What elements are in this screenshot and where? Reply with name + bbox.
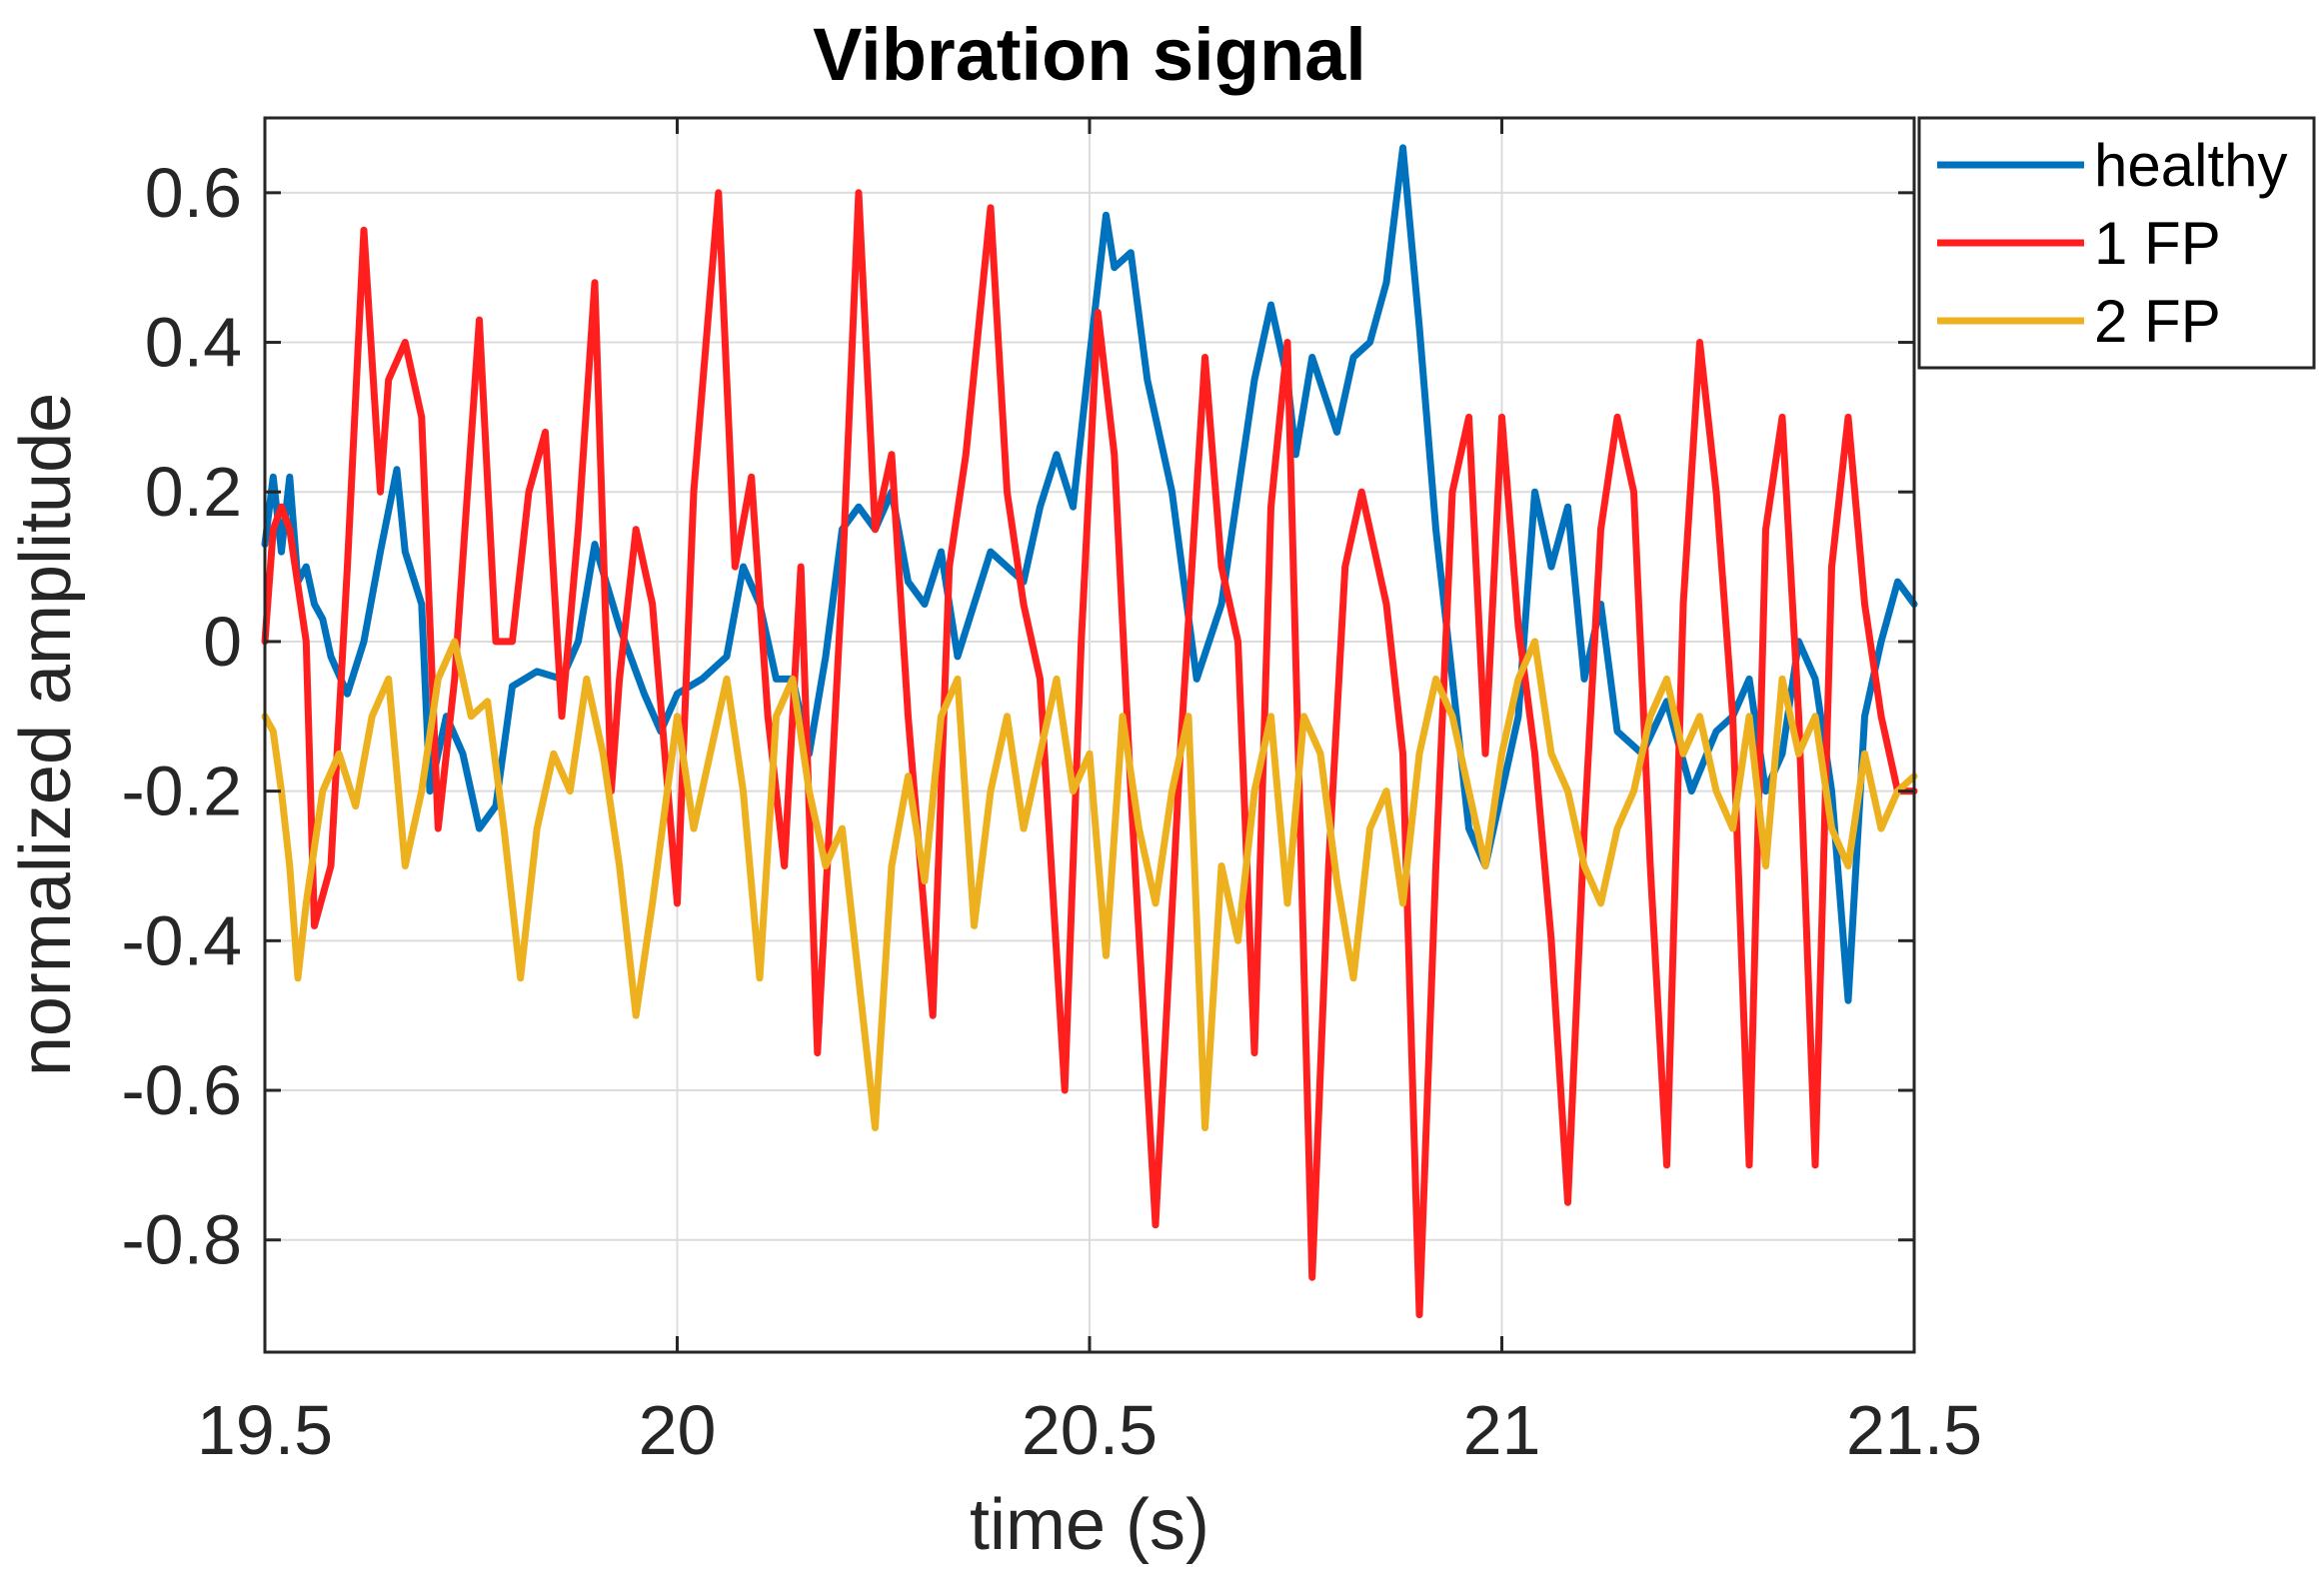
y-tick-label: 0.2 xyxy=(145,453,242,531)
chart-title: Vibration signal xyxy=(813,13,1366,96)
x-tick-label: 21.5 xyxy=(1846,1391,1982,1469)
x-tick-label: 21 xyxy=(1463,1391,1541,1469)
x-tick-label: 20 xyxy=(639,1391,717,1469)
x-axis-label: time (s) xyxy=(970,1485,1209,1565)
y-axis-label: normalized amplitude xyxy=(6,393,86,1076)
y-tick-labels: 0.6 0.4 0.2 0 -0.2 -0.4 -0.6 -0.8 xyxy=(121,154,242,1279)
series-line-healthy xyxy=(261,144,1918,1004)
y-tick-label: -0.8 xyxy=(121,1201,242,1279)
legend-label-1-fp: 1 FP xyxy=(2094,210,2221,277)
x-tick-labels: 19.5 20 20.5 21 21.5 xyxy=(197,1391,1982,1469)
legend-label-healthy: healthy xyxy=(2094,132,2287,199)
axis-ticks xyxy=(263,118,1916,1352)
y-tick-label: 0.4 xyxy=(145,304,242,382)
legend-label-2-fp: 2 FP xyxy=(2094,288,2221,355)
y-tick-label: -0.4 xyxy=(121,901,242,979)
series-lines xyxy=(261,144,1918,1319)
x-tick-label: 19.5 xyxy=(197,1391,333,1469)
y-tick-label: 0 xyxy=(203,603,242,681)
series-line-1-fp xyxy=(261,189,1918,1319)
series-line-2-fp xyxy=(261,638,1918,1131)
x-tick-label: 20.5 xyxy=(1022,1391,1158,1469)
y-tick-label: -0.6 xyxy=(121,1051,242,1129)
y-tick-label: 0.6 xyxy=(145,154,242,232)
legend: healthy 1 FP 2 FP xyxy=(1917,116,2316,370)
y-tick-label: -0.2 xyxy=(121,753,242,830)
